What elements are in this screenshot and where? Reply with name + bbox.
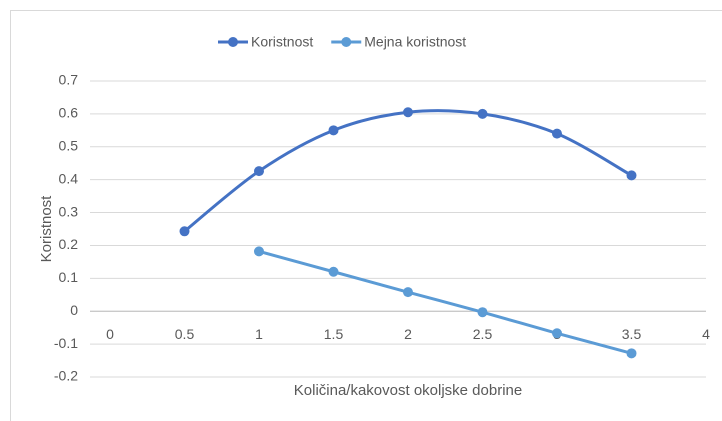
y-tick-label: 0.3 [59,203,79,219]
series-line [258,249,632,355]
y-tick-label: 0.6 [59,105,79,121]
data-point [328,125,339,136]
data-point [626,348,637,359]
data-point [254,246,264,257]
data-point [328,266,339,277]
legend-label: Koristnost [251,34,313,50]
y-axis-title: Koristnost [38,195,55,263]
x-tick-label: 1.5 [324,326,344,342]
y-tick-label: 0.1 [59,269,79,285]
data-point [477,108,488,119]
y-tick-label: -0.1 [54,335,78,351]
data-point [179,226,190,237]
chart-border [10,10,722,421]
data-point [552,328,562,339]
x-tick-label: 0.5 [175,326,195,342]
x-tick-label: 2 [404,326,412,342]
legend-marker [341,37,352,47]
y-tick-label: 0 [70,302,78,318]
y-tick-label: 0.4 [59,170,79,186]
x-tick-label: 2.5 [473,326,493,342]
legend-label: Mejna koristnost [364,34,466,50]
x-axis-title: Količina/kakovost okoljske dobrine [294,382,522,399]
data-point [254,166,264,177]
x-tick-label: 0 [106,326,114,342]
y-tick-label: 0.7 [59,72,79,88]
legend-marker [228,37,238,47]
y-tick-label: 0.5 [59,137,79,153]
x-tick-label: 1 [255,326,263,342]
data-point [626,170,637,181]
x-tick-label: 3.5 [622,326,642,342]
y-tick-label: -0.2 [54,368,78,384]
data-point [552,128,562,139]
x-tick-label: 4 [702,326,710,342]
series-line [183,109,633,233]
data-point [477,307,488,318]
data-point [403,107,413,118]
data-point [403,287,413,298]
y-tick-label: 0.2 [59,236,79,252]
